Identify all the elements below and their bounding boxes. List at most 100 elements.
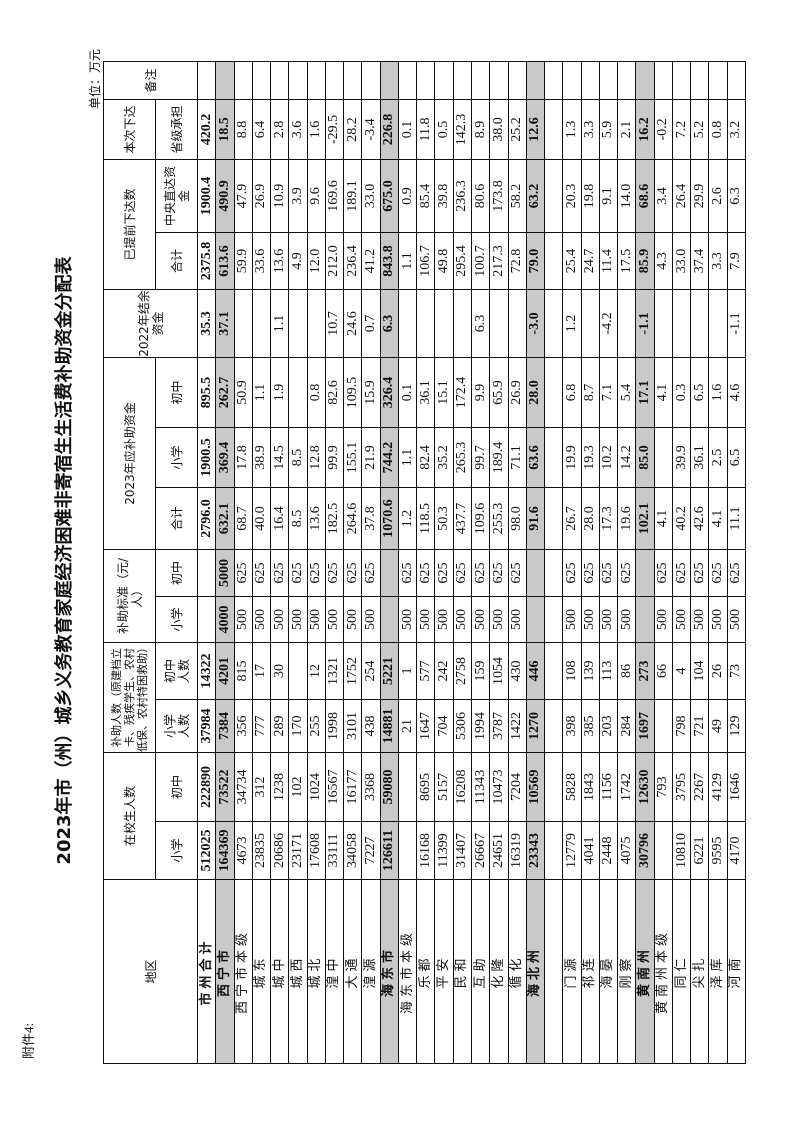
value-cell: 0.8 xyxy=(708,99,728,160)
region-cell xyxy=(544,879,563,1064)
table-row xyxy=(544,61,563,1064)
value-cell xyxy=(727,61,746,100)
value-cell: 1742 xyxy=(617,752,636,822)
region-cell: 民和 xyxy=(453,879,472,1064)
value-cell: 38.0 xyxy=(489,99,509,160)
value-cell: 34734 xyxy=(234,752,253,822)
value-cell xyxy=(544,821,563,880)
value-cell: 3795 xyxy=(672,752,691,822)
value-cell: 50.3 xyxy=(434,487,454,550)
value-cell: 28.0 xyxy=(581,487,600,550)
value-cell: 255.3 xyxy=(489,487,509,550)
value-cell: 326.4 xyxy=(380,357,399,428)
value-cell: 11399 xyxy=(434,821,454,880)
value-cell: 6.4 xyxy=(252,99,271,160)
value-cell: 11343 xyxy=(471,752,490,822)
value-cell xyxy=(526,61,545,100)
value-cell xyxy=(617,61,636,100)
value-cell: 0.3 xyxy=(672,357,691,428)
value-cell xyxy=(489,61,509,100)
value-cell: 1998 xyxy=(325,699,344,753)
value-cell: 512025 xyxy=(197,821,216,880)
value-cell: 625 xyxy=(252,549,271,597)
value-cell xyxy=(581,289,600,358)
value-cell: 102.1 xyxy=(635,487,655,550)
value-cell xyxy=(380,61,399,100)
value-cell: 86 xyxy=(617,642,636,700)
value-cell xyxy=(544,232,563,290)
value-cell: 24.7 xyxy=(581,232,600,290)
value-cell xyxy=(654,61,673,100)
region-cell: 平安 xyxy=(434,879,454,1064)
value-cell: 10.9 xyxy=(270,159,289,233)
value-cell: 25.2 xyxy=(508,99,527,160)
header-current-provincial: 省级承担 xyxy=(155,99,198,160)
value-cell: 39.9 xyxy=(672,427,691,488)
value-cell xyxy=(544,159,563,233)
table-row: 湟源 7227 3368 438 254 500 625 37.8 21.9 15.9 0.7 41.… xyxy=(361,61,381,1064)
value-cell xyxy=(471,61,490,100)
value-cell: 17.3 xyxy=(599,487,618,550)
region-cell: 西宁市本级 xyxy=(234,879,253,1064)
value-cell: 12.6 xyxy=(526,99,545,160)
value-cell: 273 xyxy=(635,642,655,700)
value-cell: 815 xyxy=(234,642,253,700)
value-cell: 4.1 xyxy=(654,487,673,550)
table-row: 祁连 4041 1843 385 139 500 625 28.0 19.3 8.7 24.7 19.… xyxy=(581,61,600,1064)
value-cell: 385 xyxy=(581,699,600,753)
value-cell: 40.0 xyxy=(252,487,271,550)
value-cell: 28.0 xyxy=(526,357,545,428)
value-cell: 63.6 xyxy=(526,427,545,488)
value-cell: 5000 xyxy=(215,549,235,597)
value-cell xyxy=(434,289,454,358)
header-aided-junior: 初中人数 xyxy=(155,642,198,700)
value-cell: 8.5 xyxy=(288,487,308,550)
value-cell: 625 xyxy=(727,549,746,597)
value-cell: 17608 xyxy=(307,821,326,880)
region-cell: 城西 xyxy=(288,879,308,1064)
header-funds2023: 2023年应补助资金 xyxy=(103,357,156,550)
value-cell xyxy=(215,61,235,100)
value-cell: 500 xyxy=(234,596,253,643)
value-cell: 159 xyxy=(471,642,490,700)
value-cell: 5.2 xyxy=(690,99,709,160)
value-cell: -1.1 xyxy=(635,289,655,358)
value-cell: 744.2 xyxy=(380,427,399,488)
value-cell: 4673 xyxy=(234,821,253,880)
value-cell: 37.4 xyxy=(690,232,709,290)
value-cell: 7204 xyxy=(508,752,527,822)
value-cell: 85.0 xyxy=(635,427,655,488)
value-cell: 15.9 xyxy=(361,357,381,428)
value-cell: 91.6 xyxy=(526,487,545,550)
header-funds2023-primary: 小学 xyxy=(155,427,198,488)
value-cell: 15.1 xyxy=(434,357,454,428)
value-cell: 36.1 xyxy=(690,427,709,488)
value-cell: 14881 xyxy=(380,699,399,753)
value-cell xyxy=(380,596,399,643)
value-cell xyxy=(654,427,673,488)
region-cell: 黄南州 xyxy=(635,879,655,1064)
table-row: 黄南州 30796 12630 1697 273 102.1 85.0 17.1 -1.1 85.… xyxy=(635,61,655,1064)
region-cell: 湟源 xyxy=(361,879,381,1064)
table-row: 刚察 4075 1742 284 86 500 625 19.6 14.2 5.4 17.5 14.0… xyxy=(617,61,636,1064)
value-cell: 613.6 xyxy=(215,232,235,290)
region-cell: 西宁市 xyxy=(215,879,235,1064)
value-cell: 49.8 xyxy=(434,232,454,290)
value-cell: 0.8 xyxy=(307,357,326,428)
header-balance2022: 2022年结余资金 xyxy=(103,289,198,358)
value-cell: 289 xyxy=(270,699,289,753)
value-cell: 28.2 xyxy=(343,99,362,160)
value-cell: 38.9 xyxy=(252,427,271,488)
value-cell: 625 xyxy=(599,549,618,597)
value-cell: 8695 xyxy=(416,752,435,822)
value-cell: -4.2 xyxy=(599,289,618,358)
value-cell: 264.6 xyxy=(343,487,362,550)
value-cell: 500 xyxy=(398,596,417,643)
value-cell xyxy=(508,61,527,100)
value-cell: 500 xyxy=(599,596,618,643)
value-cell xyxy=(325,61,344,100)
value-cell: 1.1 xyxy=(398,232,417,290)
value-cell: 20686 xyxy=(270,821,289,880)
value-cell: 33.0 xyxy=(672,232,691,290)
